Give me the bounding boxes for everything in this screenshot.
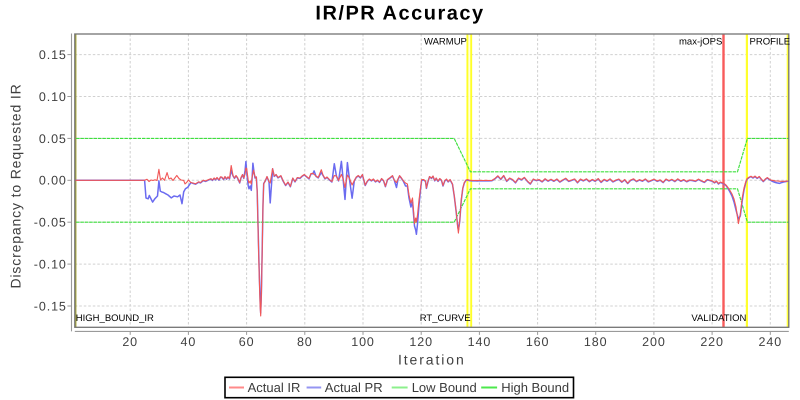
svg-text:160: 160 [526, 335, 550, 349]
svg-text:High Bound: High Bound [501, 380, 569, 395]
svg-text:140: 140 [468, 335, 492, 349]
svg-text:WARMUP: WARMUP [424, 36, 467, 47]
svg-text:Iteration: Iteration [398, 352, 466, 368]
svg-text:60: 60 [239, 335, 255, 349]
svg-text:Actual IR: Actual IR [248, 380, 301, 395]
svg-text:0.00: 0.00 [39, 174, 67, 188]
svg-text:HIGH_BOUND_IR: HIGH_BOUND_IR [76, 313, 154, 324]
svg-text:240: 240 [759, 335, 783, 349]
svg-text:Discrepancy to Requested IR: Discrepancy to Requested IR [8, 83, 24, 288]
svg-text:0.05: 0.05 [39, 132, 67, 146]
svg-text:80: 80 [297, 335, 313, 349]
svg-text:-0.10: -0.10 [34, 258, 67, 272]
svg-text:max-jOPS: max-jOPS [679, 36, 722, 47]
svg-text:VALIDATION: VALIDATION [691, 313, 746, 324]
svg-text:100: 100 [351, 335, 375, 349]
svg-text:40: 40 [181, 335, 197, 349]
svg-text:IR/PR Accuracy: IR/PR Accuracy [315, 3, 484, 25]
svg-text:RT_CURVE: RT_CURVE [420, 313, 471, 324]
svg-text:-0.15: -0.15 [34, 299, 67, 313]
svg-text:-0.05: -0.05 [34, 216, 67, 230]
svg-text:120: 120 [409, 335, 433, 349]
svg-text:PROFILE: PROFILE [750, 36, 791, 47]
svg-text:180: 180 [584, 335, 608, 349]
svg-text:Actual PR: Actual PR [325, 380, 383, 395]
svg-text:20: 20 [122, 335, 138, 349]
svg-text:0.10: 0.10 [39, 90, 67, 104]
svg-text:Low Bound: Low Bound [412, 380, 477, 395]
svg-text:200: 200 [642, 335, 666, 349]
svg-text:220: 220 [700, 335, 724, 349]
svg-text:0.15: 0.15 [39, 48, 67, 62]
